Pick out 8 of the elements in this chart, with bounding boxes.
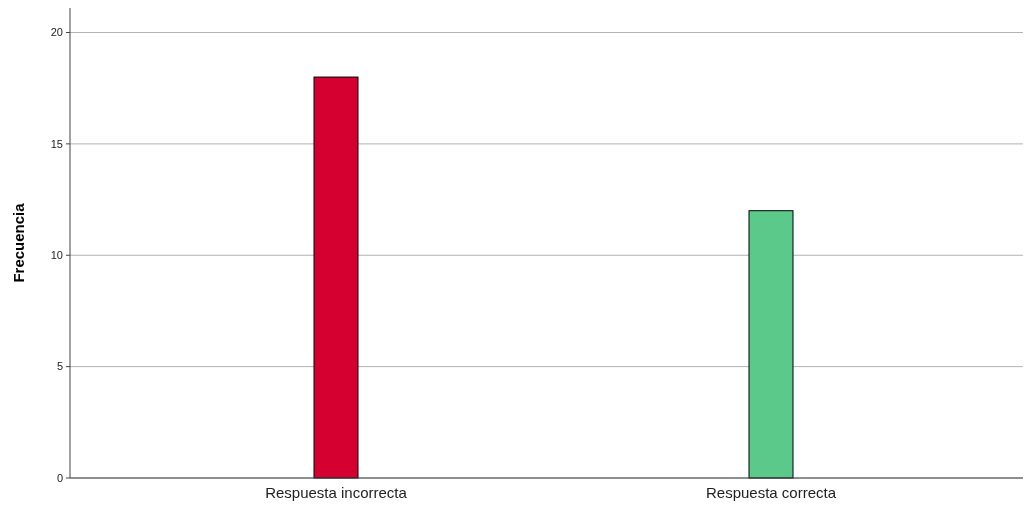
y-tick-label: 15 xyxy=(50,137,63,150)
y-tick-label: 5 xyxy=(56,360,63,373)
y-axis-title: Frecuencia xyxy=(10,202,27,283)
y-tick-label: 0 xyxy=(56,471,63,484)
x-tick-label: Respuesta correcta xyxy=(705,484,837,501)
y-tick-label: 10 xyxy=(50,249,63,262)
y-tick-label: 20 xyxy=(50,26,63,39)
x-tick-label: Respuesta incorrecta xyxy=(265,484,408,501)
